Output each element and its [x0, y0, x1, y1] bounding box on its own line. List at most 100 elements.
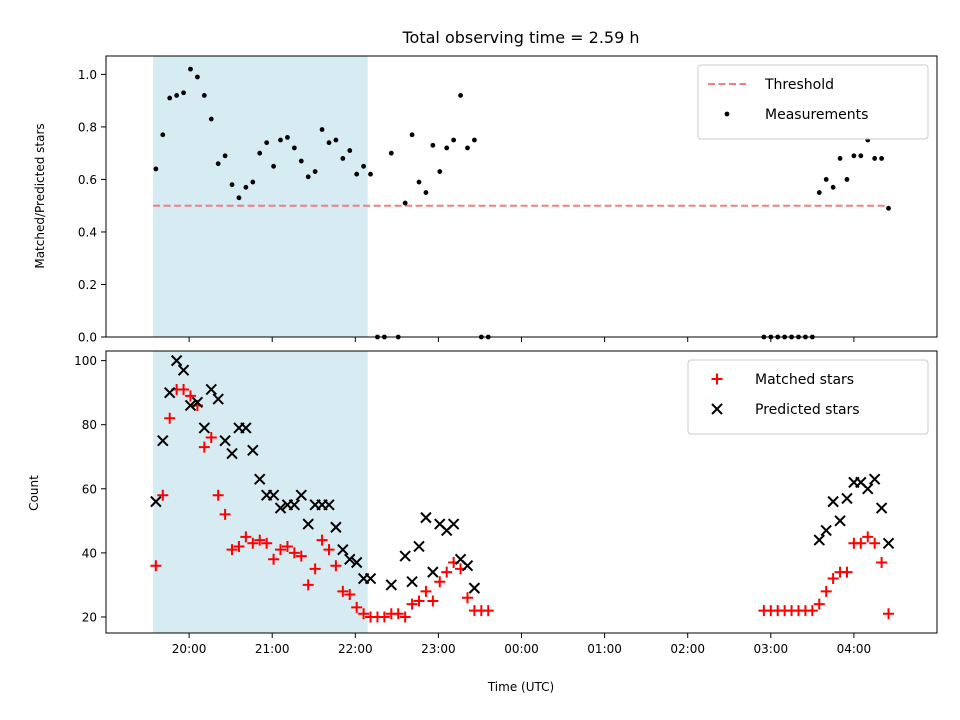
data-point — [882, 537, 895, 549]
x-tick-label: 22:00 — [338, 642, 373, 656]
data-point — [886, 205, 891, 211]
data-point — [178, 383, 190, 395]
data-point — [420, 511, 432, 524]
data-point — [205, 383, 217, 396]
data-point — [302, 579, 314, 591]
data-point — [385, 579, 398, 591]
y-tick-label: 1.0 — [78, 68, 97, 82]
data-point — [447, 518, 460, 530]
data-point — [208, 116, 214, 122]
data-point — [254, 534, 266, 546]
data-point — [330, 521, 342, 533]
data-point — [261, 537, 273, 549]
data-point — [181, 90, 186, 96]
data-point — [468, 582, 481, 594]
data-point — [191, 396, 204, 408]
legend-box — [697, 64, 929, 140]
data-point — [198, 441, 210, 453]
data-point — [406, 598, 418, 610]
data-point — [378, 611, 390, 623]
data-point — [361, 163, 367, 169]
data-point — [212, 393, 224, 405]
data-point — [402, 200, 408, 206]
data-point — [399, 611, 411, 623]
data-point — [167, 95, 173, 101]
data-point — [461, 559, 474, 572]
data-point — [841, 492, 853, 505]
data-point — [247, 444, 259, 457]
data-point — [319, 127, 325, 132]
legend-label: Threshold — [764, 77, 834, 93]
data-point — [461, 592, 473, 604]
data-point — [150, 495, 162, 508]
y-axis-label-ratio: Matched/Predicted stars — [33, 123, 47, 268]
data-point — [344, 553, 356, 566]
y-tick-label: 0.4 — [78, 225, 97, 239]
data-point — [316, 534, 328, 546]
x-tick-label: 01:00 — [587, 642, 622, 656]
data-point — [806, 605, 818, 617]
y-tick-label: 20 — [82, 610, 97, 624]
data-point — [406, 576, 418, 588]
data-point — [222, 153, 228, 159]
data-point — [243, 184, 249, 190]
x-tick-label: 03:00 — [754, 642, 789, 656]
y-tick-label: 80 — [82, 418, 97, 432]
data-point — [305, 174, 311, 180]
data-point — [451, 137, 457, 143]
data-point — [201, 92, 207, 98]
data-point — [184, 390, 196, 402]
data-point — [240, 422, 252, 434]
data-point — [820, 585, 832, 597]
data-point — [437, 169, 443, 174]
data-point — [883, 608, 895, 620]
x-tick-label: 02:00 — [670, 642, 705, 656]
data-point — [358, 608, 370, 620]
data-point — [364, 572, 377, 585]
data-point — [271, 163, 276, 169]
data-point — [278, 137, 283, 143]
legend: Matched stars Predicted stars — [687, 359, 929, 435]
data-point — [813, 534, 825, 546]
legend-box — [687, 359, 929, 435]
data-point — [247, 537, 259, 549]
data-point — [420, 585, 432, 597]
data-point — [212, 489, 224, 501]
data-point — [423, 190, 429, 195]
x-axis-label: Time (UTC) — [487, 680, 554, 694]
y-tick-label: 0.2 — [78, 278, 97, 292]
data-point — [816, 190, 822, 195]
data-point — [876, 557, 888, 568]
data-point — [482, 605, 494, 617]
data-point — [240, 531, 252, 543]
data-point — [827, 573, 839, 585]
data-point — [340, 156, 346, 161]
x-tick-label: 23:00 — [421, 642, 456, 656]
data-point — [330, 560, 342, 572]
data-point — [862, 483, 874, 495]
data-point — [177, 364, 190, 376]
series-predicted-stars — [150, 354, 895, 594]
data-point — [291, 145, 297, 151]
data-point — [465, 145, 470, 151]
data-point — [309, 563, 321, 575]
top-panel-ratio: 0.0 0.2 0.4 0.6 0.8 1.0 Threshold Measurements — [78, 55, 938, 345]
data-point — [830, 184, 836, 190]
data-point — [236, 195, 242, 201]
data-point — [160, 132, 166, 138]
data-point — [184, 399, 197, 412]
y-tick-label: 0.6 — [78, 173, 97, 187]
legend: Threshold Measurements — [697, 64, 929, 140]
data-point — [350, 556, 363, 569]
data-point — [226, 447, 238, 460]
data-point — [281, 540, 293, 552]
data-point — [170, 354, 183, 367]
data-point — [157, 435, 169, 447]
y-tick-label: 0.0 — [78, 331, 97, 345]
data-point — [869, 537, 881, 549]
data-point — [288, 499, 301, 511]
data-point — [219, 508, 231, 520]
data-point — [834, 515, 846, 527]
data-point — [323, 499, 335, 511]
data-point — [337, 543, 349, 556]
